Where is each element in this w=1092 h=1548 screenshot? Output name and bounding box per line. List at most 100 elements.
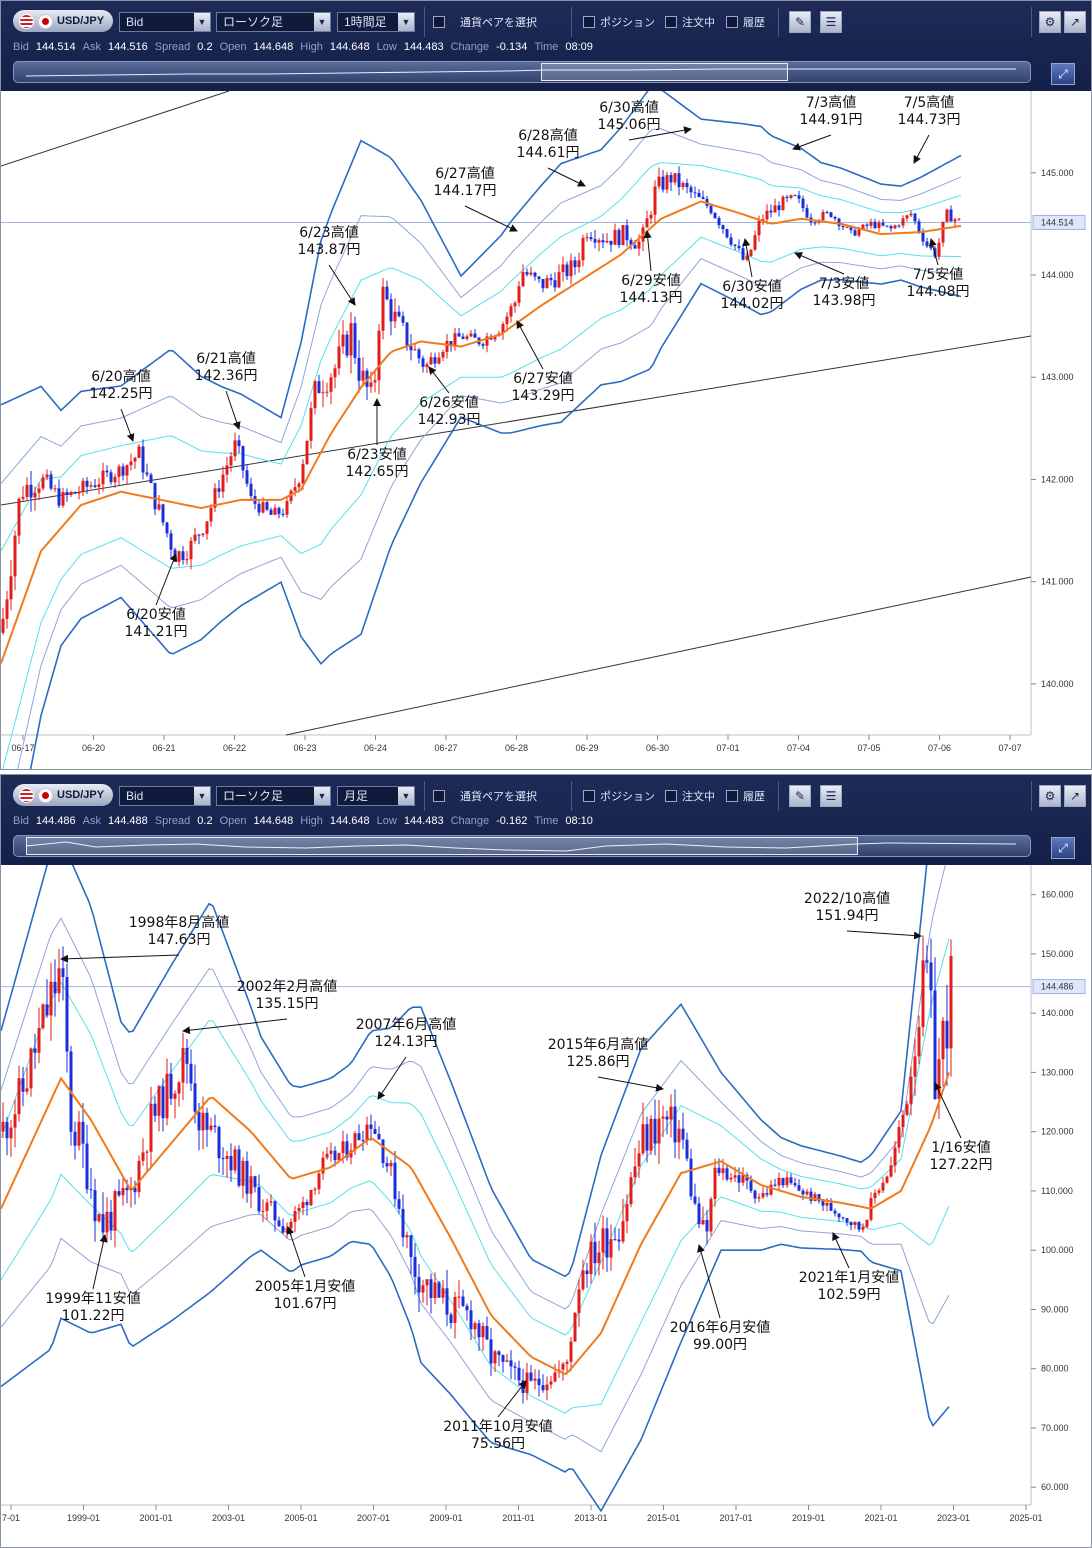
candle-body (597, 1252, 601, 1264)
x-tick-label: 06-22 (223, 743, 246, 753)
bollinger-band-line (1, 1208, 950, 1453)
candle-body (225, 465, 229, 475)
annotation-arrow (155, 553, 178, 606)
orders-checkbox[interactable]: 注文中 (665, 788, 715, 804)
drawing-tool-icon[interactable]: ✎ (789, 785, 811, 807)
popout-icon[interactable]: ↗ (1064, 11, 1086, 33)
candle-body (125, 465, 129, 476)
annotation-value: 144.17円 (434, 183, 497, 199)
annotation-arrow (377, 1056, 407, 1100)
candle-body (401, 316, 405, 323)
candle-body (781, 196, 785, 211)
candle-body (337, 346, 341, 369)
select-pair-label: 通貨ペアを選択 (460, 791, 537, 803)
price-type-select[interactable]: Bid ▼ (119, 12, 211, 32)
gear-icon[interactable]: ⚙ (1039, 785, 1061, 807)
candle-body (589, 1241, 593, 1275)
select-pair-checkbox[interactable]: 通貨ペアを選択 (433, 788, 537, 804)
candle-body (501, 324, 505, 334)
candle-body (857, 1221, 861, 1230)
candle-body (177, 551, 181, 562)
candle-body (273, 507, 277, 515)
candle-body (493, 335, 497, 340)
candle-body (133, 1187, 137, 1193)
chart-range-slider[interactable] (13, 61, 1031, 83)
change-key: Change (450, 41, 490, 53)
candle-body (85, 1143, 89, 1190)
drawing-tool-icon[interactable]: ✎ (789, 11, 811, 33)
x-tick-label: 2011-01 (502, 1513, 534, 1523)
monthly-chart-panel: USD/JPY Bid ▼ ローソク足 ▼ 月足 ▼ 通貨ペアを選択 ポジション… (0, 774, 1092, 1548)
slider-thumb[interactable] (540, 63, 789, 81)
candle-body (333, 1150, 337, 1161)
overview-sparkline (26, 841, 1016, 852)
timeframe-select[interactable]: 月足 ▼ (337, 786, 415, 806)
indicator-list-icon[interactable]: ☰ (820, 11, 842, 33)
history-checkbox[interactable]: 履歴 (726, 788, 765, 804)
position-checkbox[interactable]: ポジション (583, 14, 655, 30)
bollinger-band-line (29, 278, 962, 769)
history-checkbox[interactable]: 履歴 (726, 14, 765, 30)
checkbox-box (583, 16, 595, 28)
candle-body (949, 955, 953, 1049)
candle-body (205, 521, 209, 534)
candle-body (573, 260, 577, 268)
chevron-down-icon: ▼ (314, 787, 330, 805)
candle-body (293, 487, 297, 491)
candle-body (229, 456, 233, 466)
price-type-select[interactable]: Bid ▼ (119, 786, 211, 806)
candle-body (313, 381, 317, 409)
timeframe-select[interactable]: 1時間足 ▼ (337, 12, 415, 32)
fit-chart-icon[interactable]: ⤢ (1051, 63, 1075, 85)
slider-thumb[interactable] (26, 837, 858, 855)
select-pair-checkbox[interactable]: 通貨ペアを選択 (433, 14, 537, 30)
annotation-label: 6/26安値 (419, 395, 478, 411)
bollinger-band-line (1, 91, 962, 419)
candle-body (385, 286, 389, 300)
chart-type-select[interactable]: ローソク足 ▼ (216, 12, 331, 32)
candle-body (697, 192, 701, 197)
annotation-value: 125.86円 (567, 1054, 630, 1070)
monthly-candlestick-chart[interactable]: 160.000 150.000 140.000 130.000 120.000 110.0… (1, 865, 1091, 1547)
candle-body (841, 1217, 845, 1219)
candle-body (153, 1103, 157, 1116)
position-checkbox[interactable]: ポジション (583, 788, 655, 804)
candle-body (137, 446, 141, 458)
candle-body (917, 221, 921, 232)
orders-checkbox[interactable]: 注文中 (665, 14, 715, 30)
candle-body (9, 576, 13, 600)
candle-body (249, 1176, 253, 1194)
indicator-list-icon[interactable]: ☰ (820, 785, 842, 807)
candle-body (677, 173, 681, 188)
candle-body (45, 474, 49, 478)
candle-body (397, 1199, 401, 1209)
fit-chart-icon[interactable]: ⤢ (1051, 837, 1075, 859)
candle-body (241, 446, 245, 471)
candle-body (917, 1027, 921, 1057)
candle-body (97, 484, 101, 487)
candle-body (433, 357, 437, 364)
candle-body (737, 245, 741, 249)
candle-body (309, 408, 313, 441)
annotation-label: 6/29安値 (621, 273, 680, 289)
currency-pair-button[interactable]: USD/JPY (13, 784, 113, 806)
candle-body (773, 1184, 777, 1186)
candle-body (1, 1121, 5, 1132)
candle-body (773, 205, 777, 213)
annotation-label: 7/3高値 (806, 94, 857, 111)
bollinger-band-line (1, 1173, 950, 1414)
hourly-candlestick-chart[interactable]: 145.000 144.000 143.000 142.000 141.000 140.0… (1, 91, 1091, 769)
chart-type-select[interactable]: ローソク足 ▼ (216, 786, 331, 806)
popout-icon[interactable]: ↗ (1064, 785, 1086, 807)
candle-body (941, 221, 945, 243)
change-key: Change (450, 815, 490, 827)
candle-body (401, 1208, 405, 1238)
candle-body (201, 1112, 205, 1131)
chart-range-slider[interactable] (13, 835, 1031, 857)
currency-pair-button[interactable]: USD/JPY (13, 10, 113, 32)
candle-body (805, 1191, 809, 1195)
candle-body (545, 1384, 549, 1391)
candle-body (133, 457, 137, 462)
gear-icon[interactable]: ⚙ (1039, 11, 1061, 33)
annotation-value: 144.02円 (721, 296, 784, 312)
